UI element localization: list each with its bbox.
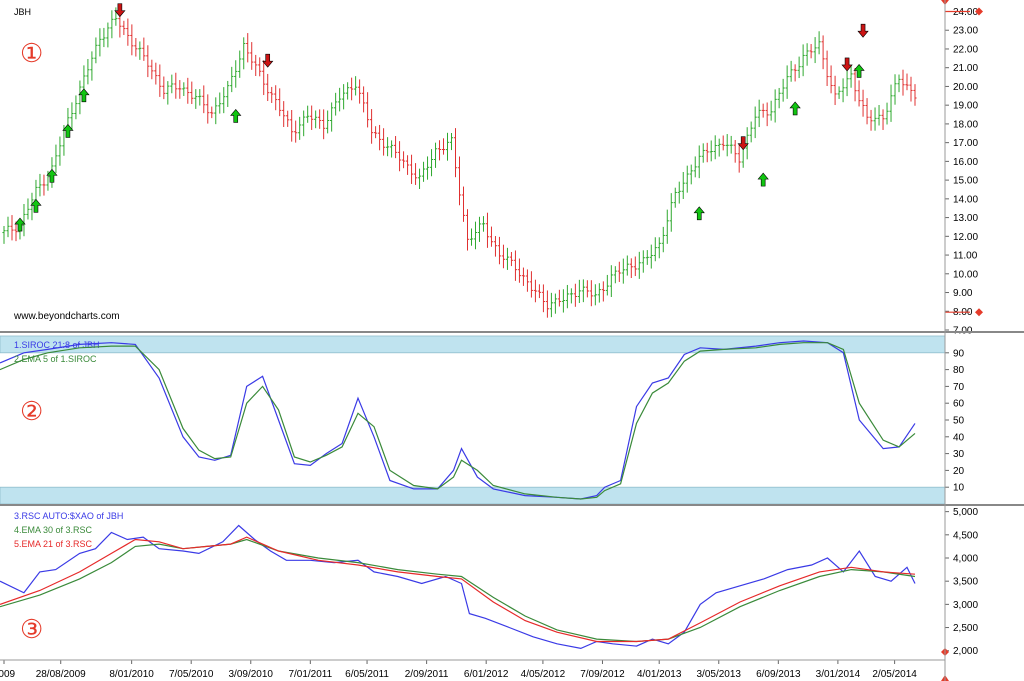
x-tick-label: 8/01/2010 (109, 669, 154, 680)
ticker-label: JBH (14, 7, 31, 17)
sell-signal-arrow-icon (857, 23, 869, 38)
y-tick-label: 80 (953, 365, 965, 376)
y-tick-label: 22.00 (953, 44, 978, 55)
series-legend-label: 2.EMA 5 of 1.SIROC (14, 354, 97, 364)
y-tick-label: 10 (953, 483, 965, 494)
sell-signal-arrow-icon (737, 136, 749, 151)
y-tick-label: 15.00 (953, 176, 978, 187)
panel-3-marker: ③ (20, 614, 43, 644)
buy-signal-arrow-icon (693, 206, 705, 221)
x-tick-label: 3/01/2014 (816, 669, 861, 680)
y-tick-label: 40 (953, 432, 965, 443)
series-legend-label: 5.EMA 21 of 3.RSC (14, 539, 93, 549)
price-panel: 7.008.009.0010.0011.0012.0013.0014.0015.… (2, 0, 983, 337)
buy-signal-arrow-icon (230, 108, 242, 123)
watermark: www.beyondcharts.com (13, 311, 120, 322)
x-tick-label: 6/05/2011 (345, 669, 389, 680)
overbought-oversold-band (0, 486, 946, 505)
y-tick-label: 50 (953, 416, 965, 427)
series-line (0, 340, 916, 500)
series-line (0, 342, 916, 500)
buy-signal-arrow-icon (78, 88, 90, 103)
x-tick-label: 7/09/2012 (580, 669, 625, 680)
x-tick-label: 6/09/2013 (756, 669, 801, 680)
y-tick-label: 90 (953, 348, 965, 359)
panel-1-marker: ① (20, 38, 43, 68)
x-tick-label: 4/05/2012 (521, 669, 566, 680)
y-tick-label: 17.00 (953, 138, 978, 149)
y-tick-label: 2,000 (953, 646, 978, 657)
x-tick-label: 7/05/2010 (169, 669, 214, 680)
x-tick-label: 6/01/2012 (464, 669, 509, 680)
series-legend-label: 4.EMA 30 of 3.RSC (14, 525, 93, 535)
y-tick-label: 4,000 (953, 554, 978, 565)
y-tick-label: 18.00 (953, 119, 978, 130)
y-tick-label: 9.00 (953, 288, 973, 299)
buy-signal-arrow-icon (62, 123, 74, 138)
sell-signal-arrow-icon (262, 53, 274, 68)
range-low-marker-icon (975, 308, 983, 317)
overbought-oversold-band (0, 335, 946, 354)
y-tick-label: 13.00 (953, 213, 978, 224)
y-tick-label: 3,500 (953, 577, 978, 588)
y-tick-label: 23.00 (953, 26, 978, 37)
y-tick-label: 11.00 (953, 251, 978, 262)
y-tick-label: 16.00 (953, 157, 978, 168)
buy-signal-arrow-icon (853, 63, 865, 78)
y-tick-label: 4,500 (953, 530, 978, 541)
buy-signal-arrow-icon (30, 198, 42, 213)
x-tick-label: 3/05/2013 (697, 669, 742, 680)
x-tick-label: 2/05/2014 (872, 669, 917, 680)
sell-signal-arrow-icon (841, 57, 853, 72)
buy-signal-arrow-icon (14, 217, 26, 232)
y-tick-label: 20 (953, 466, 965, 477)
sell-signal-arrow-icon (114, 3, 126, 18)
y-tick-label: 60 (953, 399, 965, 410)
y-tick-label: 14.00 (953, 194, 978, 205)
series-legend-label: 1.SIROC 21:8 of JBH (14, 340, 100, 350)
y-tick-label: 10.00 (953, 269, 978, 280)
rsc-panel: 2,000 2,500 3,000 3,500 4,000 4,500 5,000 3.RSC… (0, 507, 978, 681)
y-tick-label: 3,000 (953, 600, 978, 611)
y-tick-label: 5,000 (953, 507, 978, 518)
panel-2-marker: ② (20, 396, 43, 426)
y-tick-label: 30 (953, 449, 965, 460)
x-axis: 2009 28/08/2009 8/01/2010 7/05/2010 3/09/201… (0, 660, 917, 680)
x-tick-label: 2/09/2011 (405, 669, 449, 680)
y-tick-label: 19.00 (953, 101, 978, 112)
y-tick-label: 2,500 (953, 623, 978, 634)
buy-signal-arrow-icon (46, 168, 58, 183)
series-legend-label: 3.RSC AUTO:$XAO of JBH (14, 511, 123, 521)
x-tick-label: 28/08/2009 (36, 669, 86, 680)
series-line (0, 524, 916, 650)
x-tick-label: 7/01/2011 (288, 669, 332, 680)
y-tick-label: 70 (953, 382, 965, 393)
series-line (0, 538, 916, 643)
x-tick-label: 4/01/2013 (637, 669, 682, 680)
buy-signal-arrow-icon (789, 101, 801, 116)
y-tick-label: 12.00 (953, 232, 978, 243)
buy-signal-arrow-icon (757, 172, 769, 187)
range-high-marker-icon (975, 7, 983, 16)
x-tick-label: 2009 (0, 669, 16, 680)
series-line (0, 536, 916, 643)
siroc-panel: 10 20 30 40 50 60 70 80 90 1.SIROC 21:8 of JBH 2.E… (0, 335, 965, 505)
x-tick-label: 3/09/2010 (229, 669, 274, 680)
y-tick-label: 24.00 (953, 7, 978, 18)
y-tick-label: 21.00 (953, 63, 978, 74)
y-tick-label: 20.00 (953, 82, 978, 93)
